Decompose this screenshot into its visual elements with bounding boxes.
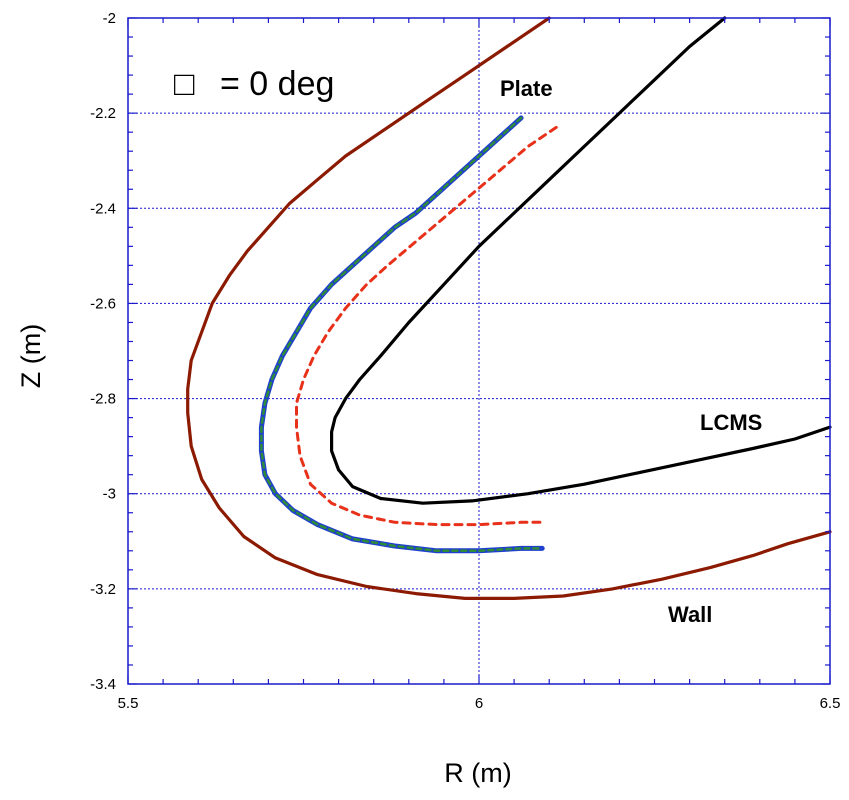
y-tick-label: -2.4 xyxy=(90,200,116,217)
series-line-wall xyxy=(186,16,832,601)
lcms-label: LCMS xyxy=(700,410,762,435)
label-layer: 5.5 6 6.5 -2 -2.2 -2.4 -2.6 -2.8 -3 -3.2 -3.4 xyxy=(90,10,840,712)
y-tick-label: -3 xyxy=(103,486,116,503)
grid-layer xyxy=(128,18,830,684)
plate-label: Plate xyxy=(500,76,553,101)
y-tick-label: -2.8 xyxy=(90,391,116,408)
y-tick-label: -2 xyxy=(103,10,116,27)
series-line-plate-overlay xyxy=(260,116,544,553)
series-line-dashed xyxy=(295,125,558,527)
x-tick-label: 6.5 xyxy=(820,695,841,712)
y-tick-label: -2.6 xyxy=(90,295,116,312)
angle-annotation: = 0 deg xyxy=(220,65,334,103)
wall-label: Wall xyxy=(668,602,712,627)
series-line-lcms xyxy=(330,16,832,505)
x-tick-label: 5.5 xyxy=(118,695,139,712)
x-tick-label: 6 xyxy=(475,695,483,712)
y-tick-label: -3.2 xyxy=(90,581,116,598)
y-axis-label: Z (m) xyxy=(16,324,46,388)
x-axis-label: R (m) xyxy=(444,758,511,788)
angle-symbol-box: □ xyxy=(174,65,195,103)
y-tick-label: -3.4 xyxy=(90,676,116,693)
y-tick-label: -2.2 xyxy=(90,105,116,122)
series-layer xyxy=(186,16,832,601)
tick-layer xyxy=(127,17,831,685)
